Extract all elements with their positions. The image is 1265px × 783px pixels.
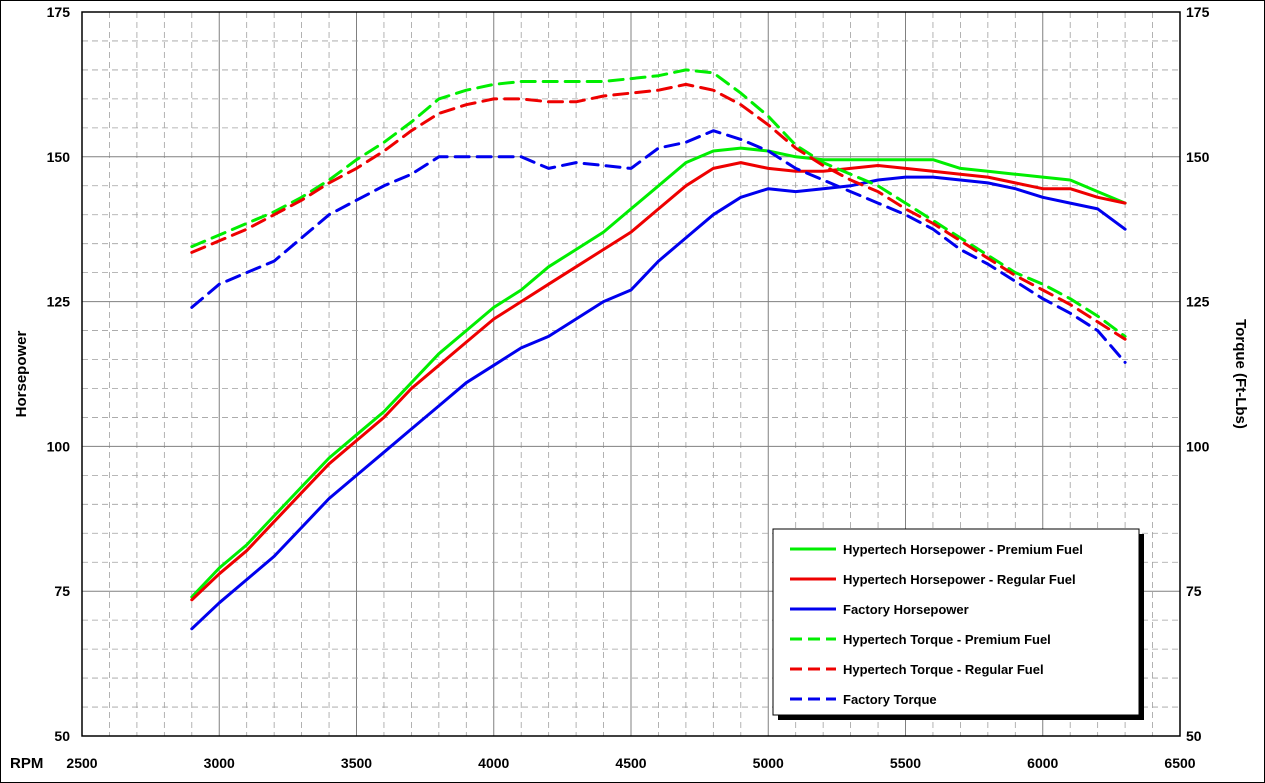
x-tick-label: 2500: [66, 755, 97, 771]
y-tick-label-left: 150: [47, 149, 71, 165]
series-line-4: [190, 68, 1127, 338]
x-tick-label: 4500: [615, 755, 646, 771]
x-tick-label: 6500: [1164, 755, 1195, 771]
x-tick-label: 6000: [1027, 755, 1058, 771]
y-tick-label-left: 175: [47, 4, 71, 20]
legend-label: Hypertech Horsepower - Regular Fuel: [843, 572, 1076, 587]
y-tick-label-right: 175: [1186, 4, 1210, 20]
y-tick-label-right: 50: [1186, 728, 1202, 744]
legend: Hypertech Horsepower - Premium Fuel Hyper…: [772, 528, 1144, 720]
x-tick-label: 4000: [478, 755, 509, 771]
x-tick-label: 5000: [753, 755, 784, 771]
legend-box: [772, 528, 1140, 716]
legend-label: Factory Horsepower: [843, 602, 969, 617]
x-axis-title: RPM: [10, 755, 43, 772]
series-line-3: [190, 175, 1127, 631]
y-tick-label-left: 75: [54, 583, 70, 599]
y-tick-label-left: 100: [47, 438, 71, 454]
y-tick-label-right: 150: [1186, 149, 1210, 165]
y-tick-label-right: 75: [1186, 583, 1202, 599]
x-tick-label: 3000: [204, 755, 235, 771]
series-line-5: [190, 82, 1127, 341]
x-tick-label: 3500: [341, 755, 372, 771]
y-tick-label-right: 125: [1186, 294, 1210, 310]
series-line-6: [190, 129, 1127, 364]
y-axis-title-left: Horsepower: [13, 330, 30, 417]
legend-label: Hypertech Horsepower - Premium Fuel: [843, 542, 1083, 557]
y-tick-label-left: 125: [47, 294, 71, 310]
tick-labels: 2500 3000 3500 4000 4500 5000 5500 6000 6500 50 50…: [47, 4, 1210, 771]
y-axis-title-right: Torque (Ft-Lbs): [1232, 319, 1249, 429]
x-tick-label: 5500: [890, 755, 921, 771]
legend-label: Hypertech Torque - Premium Fuel: [843, 632, 1051, 647]
series-line-1: [190, 146, 1127, 599]
legend-label: Hypertech Torque - Regular Fuel: [843, 662, 1044, 677]
y-tick-label-right: 100: [1186, 438, 1210, 454]
series-line-2: [190, 161, 1127, 602]
series-layer: [190, 68, 1127, 631]
legend-label: Factory Torque: [843, 692, 937, 707]
plot-area-border: [81, 11, 1181, 737]
y-tick-label-left: 50: [54, 728, 70, 744]
